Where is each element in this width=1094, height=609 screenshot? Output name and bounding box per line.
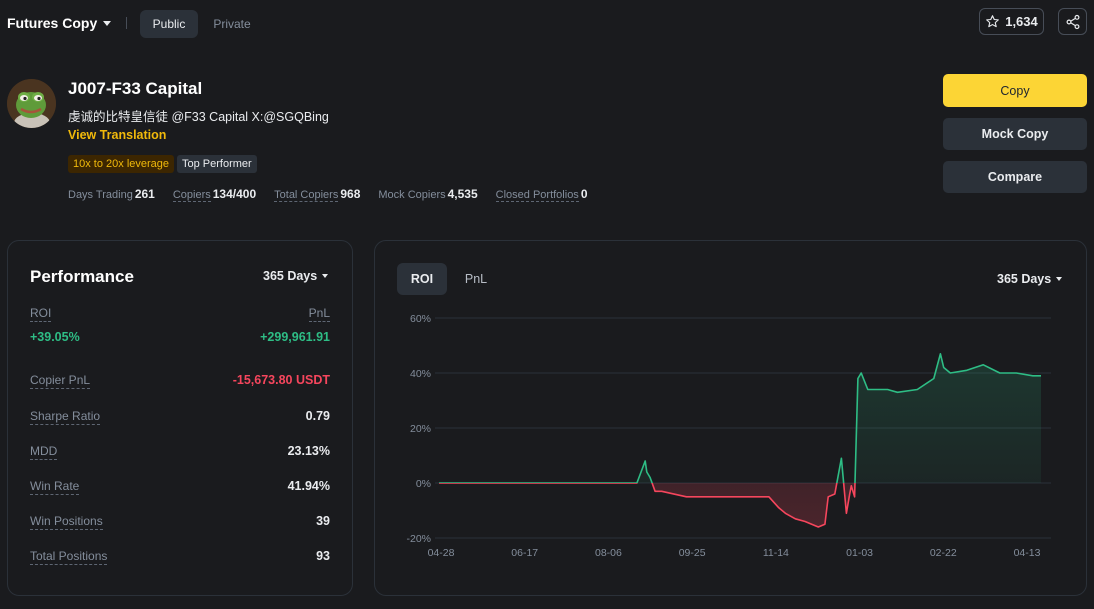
stat-value: 4,535 xyxy=(447,187,478,201)
stat-days-trading: Days Trading 261 xyxy=(68,187,155,201)
stat-closed-portfolios: Closed Portfolios 0 xyxy=(495,187,588,202)
roi-label: ROI xyxy=(30,306,52,322)
performance-period-dropdown[interactable]: 365 Days xyxy=(263,269,329,283)
stat-value: 134/400 xyxy=(212,187,257,201)
stat-total-copiers: Total Copiers 968 xyxy=(274,187,361,202)
futures-copy-dropdown[interactable]: Futures Copy xyxy=(7,15,112,31)
copy-button[interactable]: Copy xyxy=(943,74,1087,107)
compare-button[interactable]: Compare xyxy=(943,161,1087,193)
top-performer-badge: Top Performer xyxy=(177,155,257,173)
chart-period-dropdown[interactable]: 365 Days xyxy=(997,272,1063,286)
roi-line-negative xyxy=(439,483,856,528)
roi-area-positive xyxy=(439,353,1041,483)
tab-public[interactable]: Public xyxy=(140,10,198,38)
stat-value: 261 xyxy=(134,187,155,201)
performance-card: Performance 365 Days ROI PnL +39.05% +29… xyxy=(7,240,353,596)
y-tick-label: 20% xyxy=(410,423,431,435)
win-rate-value: 41.94% xyxy=(287,479,330,493)
x-tick-label: 01-03 xyxy=(846,547,873,559)
win-positions-value: 39 xyxy=(316,514,330,528)
leverage-badge: 10x to 20x leverage xyxy=(68,155,175,173)
stat-mock-copiers: Mock Copiers 4,535 xyxy=(378,187,477,201)
chart-tab-pnl[interactable]: PnL xyxy=(464,272,488,286)
favorites-count: 1,634 xyxy=(1005,14,1038,29)
chart-period-label: 365 Days xyxy=(997,272,1052,286)
mdd-label: MDD xyxy=(30,444,58,460)
stat-copiers: Copiers 134/400 xyxy=(172,187,257,202)
roi-area-negative xyxy=(439,483,1041,527)
x-tick-label: 02-22 xyxy=(930,547,957,559)
x-tick-label: 04-13 xyxy=(1014,547,1041,559)
total-positions-value: 93 xyxy=(316,549,330,563)
stat-label: Total Copiers xyxy=(274,189,339,202)
x-tick-label: 11-14 xyxy=(763,547,789,559)
x-tick-label: 04-28 xyxy=(428,547,455,559)
frog-avatar-icon xyxy=(7,79,56,128)
roi-line-positive xyxy=(439,353,1041,483)
trader-stats: Days Trading 261 Copiers 134/400 Total Cop… xyxy=(68,187,588,202)
tab-private[interactable]: Private xyxy=(213,17,251,31)
copier-pnl-value: -15,673.80 USDT xyxy=(232,373,330,387)
view-translation-link[interactable]: View Translation xyxy=(68,128,167,142)
stat-label: Days Trading xyxy=(68,189,133,201)
futures-copy-title: Futures Copy xyxy=(7,15,98,31)
performance-title: Performance xyxy=(30,267,134,286)
star-icon xyxy=(986,15,1000,28)
top-bar: Futures Copy Public Private 1,634 xyxy=(0,0,1094,48)
stat-label: Mock Copiers xyxy=(378,189,446,201)
caret-down-icon xyxy=(103,20,112,26)
y-tick-label: 0% xyxy=(416,478,431,490)
avatar xyxy=(7,79,56,128)
caret-down-icon xyxy=(1056,277,1063,281)
roi-chart-card: 60% 40% 20% 0% -20% 04-28 06-17 08-06 09-25 11-14… xyxy=(374,240,1087,596)
mock-copy-button[interactable]: Mock Copy xyxy=(943,118,1087,150)
win-rate-label: Win Rate xyxy=(30,479,80,495)
pnl-value: +299,961.91 xyxy=(260,330,330,344)
stat-label: Closed Portfolios xyxy=(495,189,579,202)
x-tick-label: 06-17 xyxy=(511,547,538,559)
y-tick-label: 60% xyxy=(410,313,431,325)
win-positions-label: Win Positions xyxy=(30,514,103,530)
chart-tab-roi[interactable]: ROI xyxy=(397,263,447,295)
pnl-label: PnL xyxy=(308,306,330,322)
total-positions-label: Total Positions xyxy=(30,549,108,565)
share-button[interactable] xyxy=(1058,8,1087,35)
favorite-button[interactable]: 1,634 xyxy=(979,8,1044,35)
divider xyxy=(126,17,127,29)
sharpe-ratio-value: 0.79 xyxy=(305,409,330,423)
stat-value: 968 xyxy=(340,187,361,201)
caret-down-icon xyxy=(322,274,329,278)
mdd-value: 23.13% xyxy=(287,444,330,458)
trader-bio: 虔诚的比特皇信徒 @F33 Capital X:@SGQBing xyxy=(68,110,329,124)
y-tick-label: -20% xyxy=(406,533,431,545)
trader-name: J007-F33 Capital xyxy=(68,79,203,98)
performance-period-label: 365 Days xyxy=(263,269,318,283)
roi-value: +39.05% xyxy=(30,330,80,344)
y-tick-label: 40% xyxy=(410,368,431,380)
sharpe-ratio-label: Sharpe Ratio xyxy=(30,409,101,425)
x-tick-label: 08-06 xyxy=(595,547,622,559)
roi-chart: 60% 40% 20% 0% -20% 04-28 06-17 08-06 09-25 11-14… xyxy=(406,313,1051,559)
stat-label: Copiers xyxy=(172,189,211,202)
x-tick-label: 09-25 xyxy=(679,547,706,559)
copier-pnl-label: Copier PnL xyxy=(30,373,91,389)
share-icon xyxy=(1066,14,1079,29)
stat-value: 0 xyxy=(580,187,588,201)
